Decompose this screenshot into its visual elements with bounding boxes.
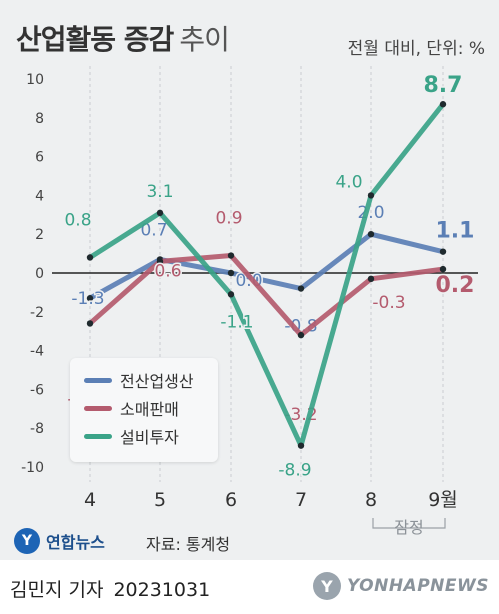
unit-label: 전월 대비, 단위: % [347,39,485,59]
agency-logo: Y 연합뉴스 [14,528,105,554]
y-tick-label: 8 [35,111,44,127]
y-tick-label: 10 [26,72,44,88]
x-tick-label: 6 [225,489,237,511]
preliminary-label: 잠정 [394,518,423,537]
y-tick-label: 2 [35,227,44,243]
legend-swatch [84,405,112,411]
y-tick-label: -8 [30,421,44,437]
y-tick-label: -2 [30,305,44,321]
chart-title: 산업활동 증감 추이 [16,18,230,58]
preliminary-bracket [372,518,446,529]
data-point [439,101,447,108]
x-tick-label: 9월 [428,489,458,511]
reporter-name: 김민지 기자 [10,579,104,601]
data-label: 0.2 [436,273,475,298]
legend-label: 소매판매 [120,400,179,419]
data-point [297,331,305,339]
chart-title-strong: 산업활동 증감 [16,23,174,56]
series-line [87,253,446,338]
series-line [87,101,446,449]
data-label: 4.0 [335,172,362,192]
data-point [86,320,94,327]
data-label: 0.6 [154,261,181,281]
chart-title-light: 추이 [179,23,230,56]
data-label: -0.3 [372,293,405,313]
data-label: 0.9 [215,209,242,229]
data-label: 0.7 [140,220,167,240]
data-label: 1.1 [436,219,475,244]
y-tick-label: 0 [35,266,44,282]
data-label: 8.7 [424,73,463,98]
data-label: -1.3 [71,289,104,309]
x-tick-label: 5 [154,489,166,511]
data-point [156,258,164,265]
data-point [367,192,375,199]
data-point [439,248,447,255]
data-point [227,269,235,277]
legend: 전산업생산 소매판매 설비투자 [70,358,218,462]
y-tick-label: -6 [30,382,44,398]
legend-item: 설비투자 [70,422,218,450]
data-point [367,275,375,283]
data-point [297,285,305,292]
data-label: 3.1 [146,182,173,202]
legend-swatch [84,377,112,383]
data-point [367,231,375,238]
x-tick-label: 8 [365,489,377,511]
agency-logo-icon: Y [14,528,40,554]
footer: 김민지 기자 20231031 Y YONHAPNEWS [0,560,499,614]
data-point [439,265,447,273]
data-point [227,252,235,259]
legend-item: 소매판매 [70,394,218,422]
legend-label: 전산업생산 [120,372,194,391]
watermark: Y YONHAPNEWS [312,572,489,600]
y-tick-label: -4 [30,344,44,360]
data-point [86,295,94,302]
data-point [297,442,305,449]
data-point [156,209,164,217]
data-label: -1.1 [220,312,253,332]
y-tick-label: -10 [21,460,44,476]
y-tick-label: 6 [35,150,44,166]
source-label: 자료: 통계청 [146,535,231,554]
data-label: 0.8 [64,210,91,230]
legend-label: 설비투자 [120,428,179,447]
legend-item: 전산업생산 [70,366,218,394]
byline: 김민지 기자 20231031 [10,575,210,602]
agency-logo-name: 연합뉴스 [46,533,105,552]
x-tick-label: 4 [84,489,96,511]
data-point [86,254,94,261]
series-line [87,231,446,301]
data-point [227,291,235,298]
y-tick-label: 4 [35,188,44,204]
legend-swatch [84,433,112,439]
watermark-text: YONHAPNEWS [346,576,489,596]
publish-date: 20231031 [113,579,211,601]
yonhap-logo-icon: Y [312,572,341,600]
data-label: -8.9 [278,461,311,481]
chart-card: 산업활동 증감 추이 전월 대비, 단위: % 10 8 6 4 2 0 -2 -4 -6 -8 -1… [14,18,485,554]
x-tick-label: 7 [295,489,307,511]
